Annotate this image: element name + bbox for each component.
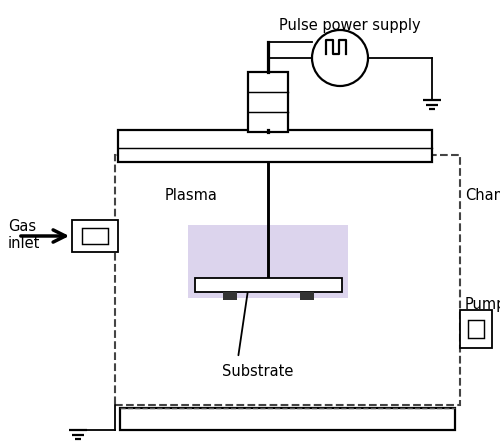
Bar: [223, 292, 237, 300]
Text: Pump: Pump: [465, 298, 500, 313]
Text: Plasma: Plasma: [165, 187, 218, 202]
Bar: [82, 228, 108, 244]
Text: Chamber: Chamber: [465, 187, 500, 202]
Bar: [460, 310, 492, 348]
Bar: [195, 278, 342, 292]
Text: Pulse power supply: Pulse power supply: [279, 18, 421, 33]
Bar: [188, 225, 348, 298]
Bar: [468, 320, 484, 338]
Circle shape: [312, 30, 368, 86]
Bar: [120, 408, 455, 430]
Text: Substrate: Substrate: [222, 365, 294, 380]
Bar: [300, 292, 314, 300]
Text: Gas
inlet: Gas inlet: [8, 219, 40, 251]
Bar: [72, 220, 118, 252]
Bar: [248, 72, 288, 132]
Bar: [115, 155, 460, 405]
Bar: [118, 130, 432, 162]
